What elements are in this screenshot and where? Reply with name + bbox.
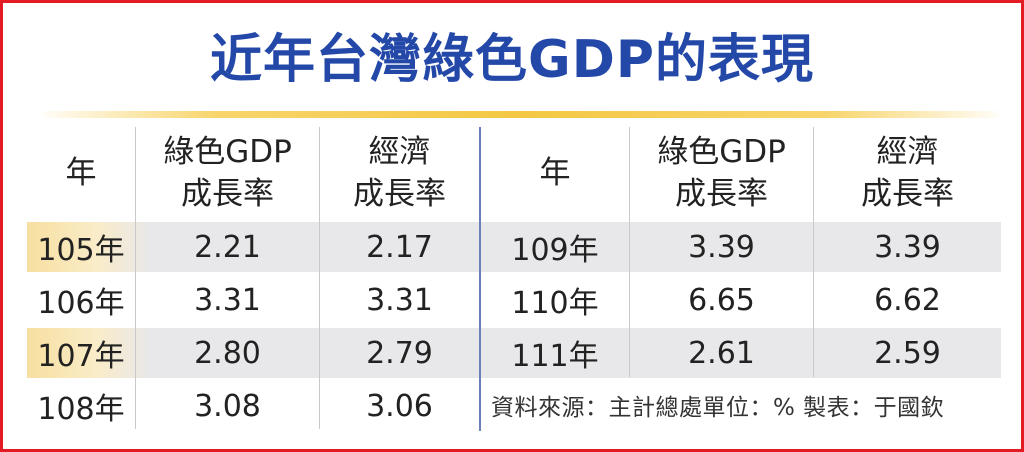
green-gdp-value: 3.08 [194, 388, 261, 424]
header-economic-line2: 成長率 [353, 176, 446, 212]
year-cell: 105年 [37, 233, 125, 268]
divider-year-left [135, 127, 136, 429]
header-economic-right: 經濟 成長率 [814, 127, 1001, 219]
header-year-label: 年 [539, 155, 571, 191]
green-gdp-value: 3.31 [194, 282, 261, 318]
header-economic-left: 經濟 成長率 [320, 127, 479, 219]
header-economic-line1: 經濟 [876, 134, 939, 170]
source-note: 資料來源：主計總處單位：% 製表：于國欽 [491, 395, 945, 421]
header-green-gdp-left: 綠色GDP 成長率 [136, 127, 319, 219]
divider-green-left [319, 127, 320, 429]
header-year-label: 年 [65, 155, 97, 191]
header-economic-line2: 成長率 [861, 176, 954, 212]
green-gdp-value: 3.39 [688, 229, 755, 265]
economic-growth-value: 2.79 [366, 335, 433, 371]
year-cell: 106年 [37, 286, 125, 321]
header-green-gdp-right: 綠色GDP 成長率 [630, 127, 813, 219]
green-gdp-value: 6.65 [688, 282, 755, 318]
row-stripe-right-3 [481, 328, 1001, 378]
green-gdp-value: 2.80 [194, 335, 261, 371]
economic-growth-value: 2.59 [874, 335, 941, 371]
year-highlight-105 [27, 222, 151, 272]
economic-growth-value: 3.31 [366, 282, 433, 318]
year-cell: 109年 [511, 233, 599, 268]
header-green-gdp-line1: 綠色GDP [657, 134, 786, 170]
row-stripe-right-1 [481, 222, 1001, 272]
economic-growth-value: 2.17 [366, 229, 433, 265]
title-underline [43, 111, 999, 118]
year-cell: 111年 [511, 339, 599, 374]
header-year-left: 年 [27, 127, 135, 219]
year-highlight-107 [27, 328, 151, 378]
divider-green-right [813, 127, 814, 377]
economic-growth-value: 6.62 [874, 282, 941, 318]
economic-growth-value: 3.06 [366, 388, 433, 424]
header-green-gdp-line1: 綠色GDP [163, 134, 292, 170]
year-cell: 110年 [511, 286, 599, 321]
header-green-gdp-line2: 成長率 [181, 176, 274, 212]
green-gdp-value: 2.21 [194, 229, 261, 265]
green-gdp-value: 2.61 [688, 335, 755, 371]
year-cell: 107年 [37, 339, 125, 374]
economic-growth-value: 3.39 [874, 229, 941, 265]
header-green-gdp-line2: 成長率 [675, 176, 768, 212]
divider-year-right [629, 127, 630, 377]
header-economic-line1: 經濟 [368, 134, 431, 170]
header-year-right: 年 [481, 127, 629, 219]
year-cell: 108年 [37, 392, 125, 427]
chart-title: 近年台灣綠色GDP的表現 [210, 30, 814, 90]
center-divider [479, 127, 481, 431]
